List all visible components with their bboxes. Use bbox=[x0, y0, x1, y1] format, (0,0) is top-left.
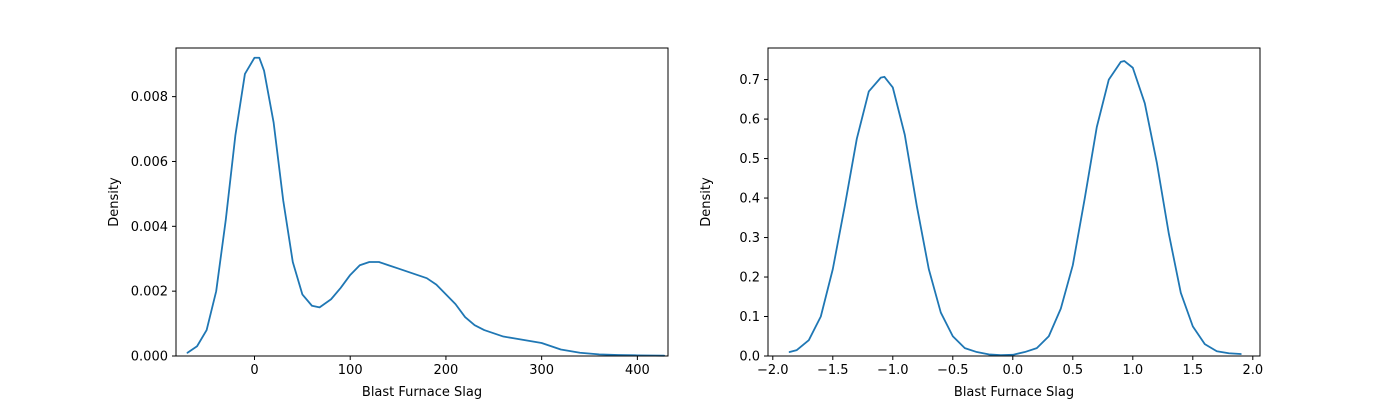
y-tick-label: 0.004 bbox=[131, 220, 168, 235]
y-tick-label: 0.1 bbox=[739, 310, 760, 325]
y-axis-label: Density bbox=[699, 177, 714, 227]
left-density-plot: 0 100 200 300 400 0.000 0.002 0.004 0.006 0.008 Bl… bbox=[107, 47, 669, 400]
x-tick-label: 0 bbox=[250, 363, 258, 378]
x-tick-label: 1.5 bbox=[1182, 363, 1203, 378]
x-tick-label: −0.5 bbox=[937, 363, 969, 378]
x-tick-label: 0.0 bbox=[1002, 363, 1023, 378]
x-tick-label: 200 bbox=[434, 363, 459, 378]
density-curve-0 bbox=[788, 60, 1242, 357]
x-tick-label: 300 bbox=[529, 363, 554, 378]
y-tick-label: 0.4 bbox=[739, 192, 760, 207]
y-tick-label: 0.5 bbox=[739, 152, 760, 167]
y-tick-label: 0.3 bbox=[739, 231, 760, 246]
y-tick-label: 0.6 bbox=[739, 113, 760, 128]
y-axis-label: Density bbox=[107, 177, 122, 227]
y-tick-label: 0.7 bbox=[739, 73, 760, 88]
right-density-plot: −2.0 −1.5 −1.0 −0.5 0.0 0.5 1.0 1.5 2.0 0.0 0.1 0.2… bbox=[699, 47, 1263, 400]
y-tick-label: 0.006 bbox=[131, 155, 168, 170]
y-tick-label: 0.002 bbox=[131, 285, 168, 300]
x-axis-label: Blast Furnace Slag bbox=[362, 385, 482, 400]
y-tick-label: 0.000 bbox=[131, 350, 168, 365]
density-curve-0 bbox=[186, 56, 666, 357]
x-axis-label: Blast Furnace Slag bbox=[954, 385, 1074, 400]
x-tick-label: 400 bbox=[625, 363, 650, 378]
x-tick-label: 1.0 bbox=[1122, 363, 1143, 378]
x-tick-label: −1.5 bbox=[817, 363, 849, 378]
x-tick-label: −1.0 bbox=[877, 363, 909, 378]
x-tick-label: −2.0 bbox=[757, 363, 789, 378]
plot-frame bbox=[175, 47, 669, 357]
y-tick-label: 0.2 bbox=[739, 271, 760, 286]
x-tick-label: 2.0 bbox=[1242, 363, 1263, 378]
x-tick-label: 0.5 bbox=[1062, 363, 1083, 378]
y-tick-label: 0.008 bbox=[131, 90, 168, 105]
y-tick-label: 0.0 bbox=[739, 350, 760, 365]
x-tick-label: 100 bbox=[338, 363, 363, 378]
plot-frame bbox=[767, 47, 1261, 357]
